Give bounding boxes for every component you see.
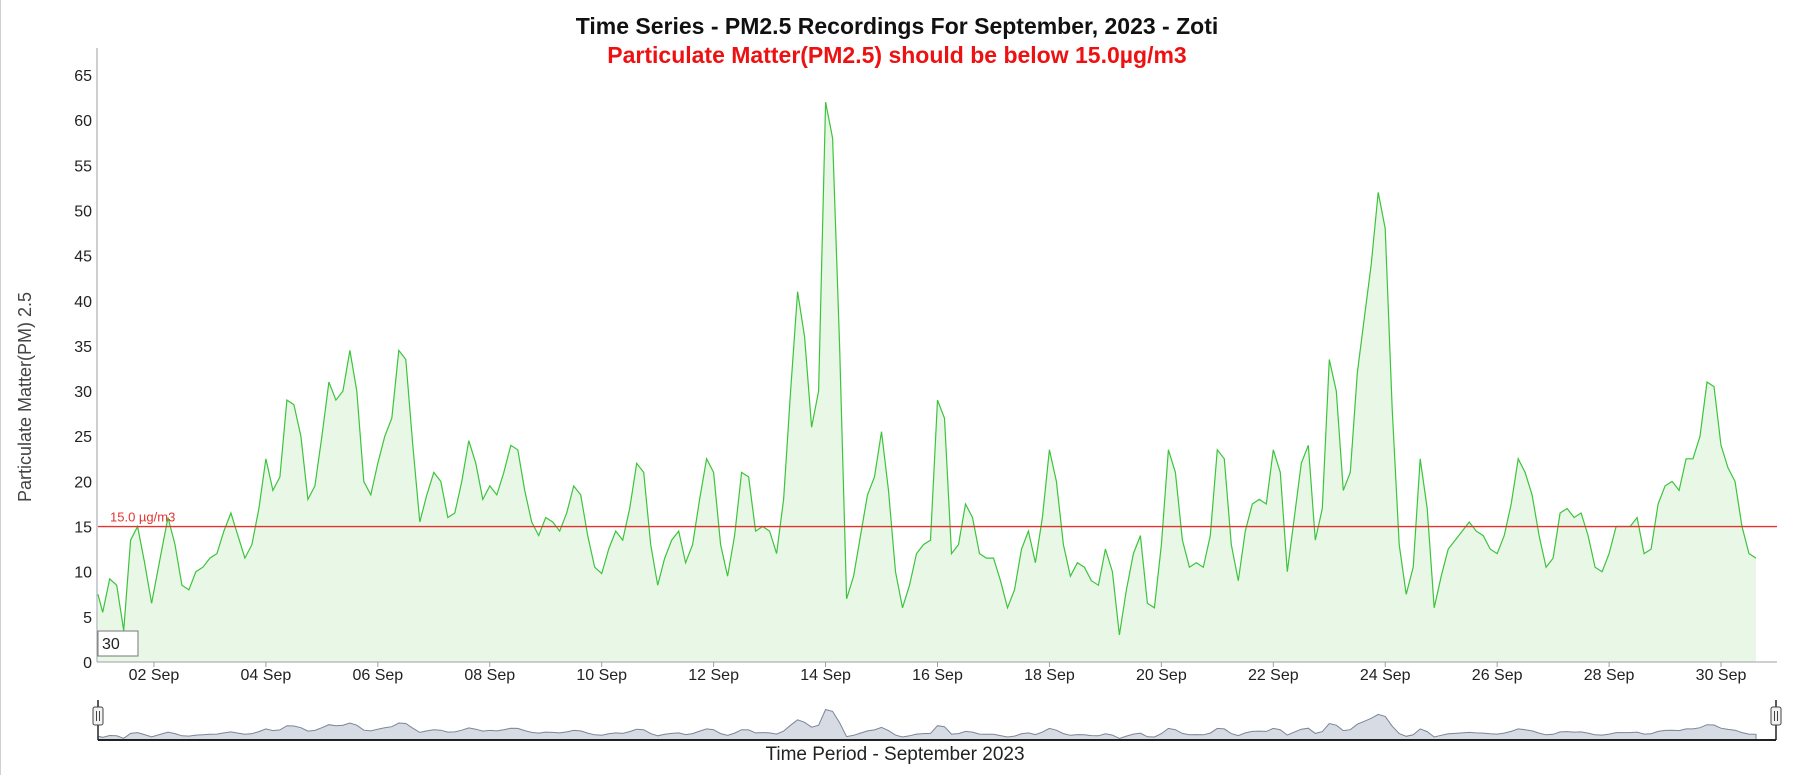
- x-tick-label: 30 Sep: [1696, 667, 1747, 684]
- y-axis-label: Particulate Matter(PM) 2.5: [15, 292, 35, 502]
- chart-subtitle: Particulate Matter(PM2.5) should be belo…: [607, 42, 1186, 68]
- plot-area: 15.0 µg/m3: [97, 101, 1777, 663]
- x-axis: 02 Sep 04 Sep 06 Sep 08 Sep 10 Sep 12 Sep 14 S…: [129, 662, 1747, 684]
- y-tick-label: 40: [74, 294, 92, 311]
- y-tick-label: 60: [74, 113, 92, 130]
- y-tick-label: 35: [74, 339, 92, 356]
- y-tick-label: 30: [74, 384, 92, 401]
- x-tick-label: 16 Sep: [912, 667, 963, 684]
- x-tick-label: 28 Sep: [1584, 667, 1635, 684]
- x-axis-label: Time Period - September 2023: [765, 744, 1024, 765]
- y-tick-label: 25: [74, 429, 92, 446]
- y-tick-label: 20: [74, 474, 92, 491]
- y-tick-label: 55: [74, 158, 92, 175]
- x-tick-label: 10 Sep: [576, 667, 627, 684]
- threshold-label: 15.0 µg/m3: [110, 510, 175, 525]
- x-tick-label: 14 Sep: [800, 667, 851, 684]
- x-tick-label: 18 Sep: [1024, 667, 1075, 684]
- series-area-fill: [98, 102, 1756, 663]
- x-tick-label: 06 Sep: [352, 667, 403, 684]
- x-tick-label: 04 Sep: [241, 667, 292, 684]
- series-line: [97, 101, 1757, 635]
- x-tick-label: 22 Sep: [1248, 667, 1299, 684]
- navigator-area: [97, 708, 1757, 741]
- y-tick-label: 65: [74, 68, 92, 85]
- x-tick-label: 24 Sep: [1360, 667, 1411, 684]
- x-tick-label: 20 Sep: [1136, 667, 1187, 684]
- navigator-left-handle[interactable]: [92, 700, 104, 740]
- chart-title: Time Series - PM2.5 Recordings For Septe…: [576, 13, 1219, 39]
- x-tick-label: 26 Sep: [1472, 667, 1523, 684]
- tooltip-text: 30: [102, 636, 120, 653]
- y-tick-label: 5: [83, 610, 92, 627]
- x-tick-label: 12 Sep: [688, 667, 739, 684]
- y-tick-label: 15: [74, 520, 92, 537]
- y-tick-label: 50: [74, 203, 92, 220]
- tooltip-box: 30: [97, 630, 139, 657]
- y-tick-label: 45: [74, 249, 92, 266]
- y-axis: 0 5 10 15 20 25 30 35 40 45 50 55 60 65: [74, 68, 92, 672]
- y-tick-label: 10: [74, 565, 92, 582]
- range-navigator[interactable]: [92, 700, 1782, 741]
- navigator-right-handle[interactable]: [1770, 700, 1782, 740]
- y-tick-label: 0: [83, 655, 92, 672]
- x-tick-label: 02 Sep: [129, 667, 180, 684]
- x-tick-label: 08 Sep: [464, 667, 515, 684]
